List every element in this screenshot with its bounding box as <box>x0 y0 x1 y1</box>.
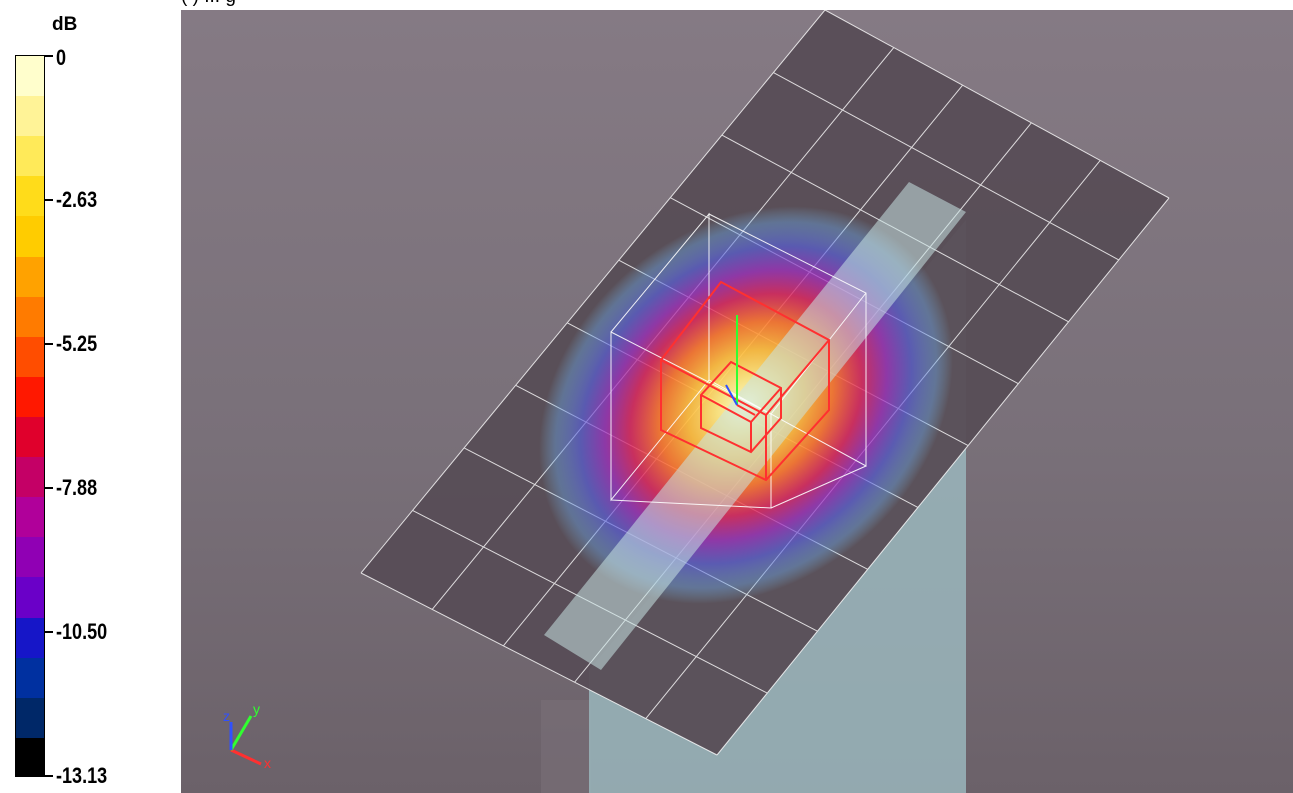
grid-line <box>360 10 826 574</box>
legend-tick-label: -10.50 <box>56 618 108 644</box>
field-visualization-scene[interactable]: x y z <box>181 10 1293 793</box>
colorbar-swatch <box>16 256 44 297</box>
legend-tick <box>45 487 53 490</box>
colorbar-swatch <box>16 697 44 738</box>
colorbar-swatch <box>16 416 44 458</box>
legend-tick-label: -5.25 <box>56 330 98 356</box>
colorbar-swatch <box>16 56 44 97</box>
grid-line <box>716 197 1170 756</box>
grid-line <box>360 572 718 756</box>
colorbar <box>15 55 45 777</box>
colorbar-swatch <box>16 457 44 498</box>
colorbar-swatch <box>16 296 44 337</box>
colorbar-swatch <box>16 497 44 538</box>
colorbar-swatch <box>16 617 44 658</box>
support-slab-shadow <box>541 700 591 793</box>
grid-line <box>824 10 1170 199</box>
light-strip <box>544 182 966 670</box>
colorbar-swatch <box>16 537 44 578</box>
window-title-fragment: ( ) ... g <box>181 0 236 8</box>
axis-label-z: z <box>223 708 230 724</box>
colorbar-swatch <box>16 136 44 177</box>
legend-tick-label: -7.88 <box>56 475 98 501</box>
colorbar-swatch <box>16 176 44 217</box>
source-wireframe-box <box>660 280 830 482</box>
origin-gizmo <box>725 315 756 416</box>
axis-triad-icon: x y z <box>223 701 271 771</box>
legend-tick <box>45 630 53 633</box>
legend-tick-label: -13.13 <box>56 763 108 788</box>
colorbar-swatch <box>16 96 44 137</box>
colorbar-swatch <box>16 336 44 377</box>
colorbar-swatch <box>16 657 44 698</box>
colorbar-swatch <box>16 216 44 257</box>
legend-tick <box>45 775 53 777</box>
legend-unit-label: dB <box>52 14 78 35</box>
legend-tick <box>45 342 53 345</box>
legend-tick <box>45 55 53 57</box>
axis-label-x: x <box>264 755 271 771</box>
3d-viewport[interactable]: x y z <box>181 10 1293 793</box>
axis-label-y: y <box>253 701 260 717</box>
grid-line <box>773 72 1120 261</box>
colorbar-swatch <box>16 577 44 618</box>
legend-tick-label: 0 <box>56 45 67 70</box>
legend-tick-label: -2.63 <box>56 187 98 213</box>
colorbar-swatch <box>16 376 44 417</box>
colorbar-swatch <box>16 737 44 776</box>
color-scale-legend: dB 0 -2.63 -5.25 -7.88 -10.50 -13.13 <box>0 0 180 793</box>
bounding-wireframe-box <box>610 212 867 509</box>
legend-tick <box>45 199 53 202</box>
